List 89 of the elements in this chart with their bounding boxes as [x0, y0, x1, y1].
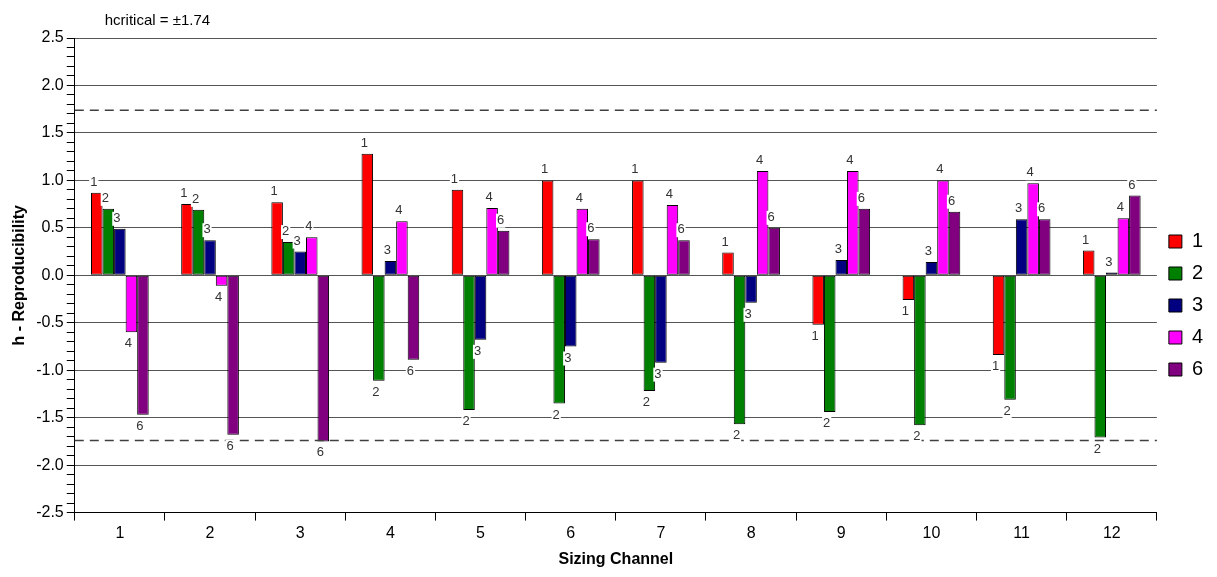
- category-label: 2: [913, 428, 921, 444]
- x-tick-label: 5: [476, 523, 486, 541]
- y-tick-label: 0.0: [41, 265, 64, 283]
- y-axis-title: h - Reproducibility: [10, 204, 28, 346]
- category-label: 2: [462, 413, 470, 429]
- legend-label: 4: [1191, 325, 1203, 348]
- category-label: 2: [191, 190, 200, 206]
- category-label: 4: [395, 202, 403, 218]
- category-label: 6: [497, 211, 505, 227]
- x-tick-label: 6: [566, 523, 576, 541]
- category-label: 6: [226, 437, 234, 453]
- category-label: 1: [1082, 231, 1090, 247]
- category-label: 3: [473, 342, 482, 358]
- category-label: 6: [1038, 200, 1046, 216]
- category-label: 4: [1026, 164, 1034, 180]
- x-tick-label: 10: [922, 523, 941, 541]
- category-label: 3: [564, 349, 572, 365]
- category-label: 4: [1116, 199, 1124, 215]
- category-label: 2: [642, 394, 650, 410]
- category-label: 4: [665, 186, 674, 202]
- y-tick-label: 1.0: [41, 170, 64, 188]
- text: hcritical = ±1.74: [104, 10, 211, 28]
- category-label: 4: [936, 161, 944, 177]
- x-tick-label: 3: [295, 523, 305, 541]
- legend-label: 6: [1191, 357, 1203, 380]
- category-label: 4: [575, 189, 583, 205]
- x-tick-label: 7: [656, 523, 666, 541]
- category-label: 3: [203, 221, 211, 237]
- category-label: 2: [372, 383, 380, 399]
- category-label: 2: [1003, 402, 1011, 418]
- category-label: 4: [124, 335, 133, 351]
- category-label: 6: [406, 362, 415, 378]
- category-label: 1: [631, 161, 639, 177]
- category-label: 3: [293, 232, 301, 248]
- category-label: 6: [677, 221, 685, 237]
- y-tick-label: -1.0: [36, 360, 64, 378]
- legend-label: 2: [1191, 261, 1203, 284]
- category-label: 6: [857, 189, 865, 205]
- category-label: 6: [767, 208, 775, 224]
- y-tick-label: 2.0: [41, 75, 64, 93]
- x-tick-label: 9: [836, 523, 846, 541]
- category-label: 6: [1128, 176, 1136, 192]
- category-label: 4: [846, 151, 854, 167]
- text: 2: [101, 189, 109, 205]
- category-label: 3: [834, 241, 842, 257]
- y-tick-label: -1.5: [36, 408, 64, 426]
- x-tick-label: 2: [205, 523, 215, 541]
- category-label: 4: [756, 151, 764, 167]
- x-tick-label: 11: [1013, 523, 1031, 541]
- category-label: 11: [360, 134, 459, 186]
- category-label: 6: [316, 444, 324, 460]
- category-label: 6: [587, 220, 595, 236]
- y-tick-label: -2.0: [36, 455, 64, 473]
- category-label: 3: [924, 243, 933, 259]
- legend-label: 1: [1191, 229, 1203, 252]
- category-label: 1: [721, 233, 729, 249]
- category-label: 1: [991, 358, 1000, 374]
- category-label: 3: [1015, 200, 1023, 216]
- category-label: 2: [282, 223, 290, 239]
- category-label: 11: [811, 303, 909, 343]
- x-tick-label: 1: [115, 523, 125, 541]
- y-tick-label: 1.5: [41, 123, 64, 141]
- y-tick-label: -2.5: [36, 503, 64, 521]
- x-tick-label: 12: [1102, 523, 1121, 541]
- category-label: 3: [113, 209, 121, 225]
- x-tick-label: 8: [746, 523, 756, 541]
- category-label: 3: [654, 365, 662, 381]
- category-label: 1: [541, 161, 549, 177]
- category-label: 4: [214, 288, 223, 304]
- category-label: 2: [732, 427, 741, 443]
- category-label: 6: [947, 192, 956, 208]
- category-label: 3: [383, 242, 391, 258]
- category-label: 3: [744, 305, 752, 321]
- category-label: 6: [136, 417, 144, 433]
- category-label: 4: [305, 218, 313, 234]
- category-label: 2: [552, 406, 560, 422]
- category-label: 2: [823, 415, 831, 431]
- category-label: 1: [270, 183, 278, 199]
- category-label: 3: [1105, 253, 1113, 269]
- y-tick-label: 0.5: [41, 218, 64, 236]
- category-label: 2: [1093, 440, 1101, 456]
- x-axis-title: Sizing Channel: [558, 549, 674, 567]
- y-tick-label: 2.5: [41, 28, 64, 46]
- x-tick-label: 4: [385, 523, 395, 541]
- y-tick-label: -0.5: [36, 313, 64, 331]
- category-label: 1: [180, 185, 188, 201]
- category-label: 4: [485, 188, 493, 204]
- text: 1: [90, 173, 98, 189]
- legend-label: 3: [1191, 293, 1203, 316]
